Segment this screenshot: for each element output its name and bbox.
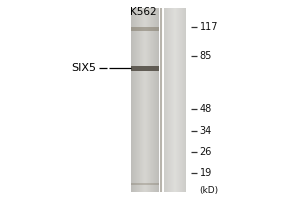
Bar <box>174 8 175 192</box>
Text: K562: K562 <box>130 7 157 17</box>
Bar <box>175 8 176 192</box>
Bar <box>154 8 155 192</box>
Bar <box>183 8 184 192</box>
Text: SIX5: SIX5 <box>71 63 96 73</box>
Bar <box>156 8 157 192</box>
Text: 85: 85 <box>200 51 212 61</box>
Text: 34: 34 <box>200 126 212 136</box>
Bar <box>180 8 181 192</box>
Bar <box>181 8 182 192</box>
Bar <box>168 8 169 192</box>
Bar <box>184 8 185 192</box>
Text: (kD): (kD) <box>200 186 219 196</box>
Bar <box>132 8 133 192</box>
Bar <box>153 8 154 192</box>
Text: 19: 19 <box>200 168 212 178</box>
Bar <box>169 8 170 192</box>
Bar <box>165 8 166 192</box>
Bar <box>178 8 179 192</box>
Bar <box>167 8 168 192</box>
Bar <box>143 8 144 192</box>
Bar <box>144 8 145 192</box>
Bar <box>151 8 152 192</box>
Bar <box>170 8 171 192</box>
Bar <box>146 8 147 192</box>
Text: 117: 117 <box>200 22 218 32</box>
Bar <box>172 8 173 192</box>
Bar <box>148 8 149 192</box>
Bar <box>152 8 153 192</box>
Bar <box>149 8 150 192</box>
Bar <box>157 8 158 192</box>
Bar <box>171 8 172 192</box>
Bar <box>134 8 135 192</box>
Bar <box>130 8 131 192</box>
Bar <box>130 66 159 71</box>
Bar <box>141 8 142 192</box>
Bar <box>133 8 134 192</box>
Bar <box>177 8 178 192</box>
Bar <box>136 8 137 192</box>
Bar <box>150 8 151 192</box>
Bar <box>135 8 136 192</box>
Text: 48: 48 <box>200 104 212 114</box>
Bar <box>179 8 180 192</box>
Bar <box>142 8 143 192</box>
Bar <box>176 8 177 192</box>
Bar <box>131 8 132 192</box>
Bar <box>169 8 170 192</box>
Bar <box>185 8 186 192</box>
Bar <box>130 27 159 31</box>
Bar <box>166 8 167 192</box>
Bar <box>137 8 138 192</box>
Bar <box>164 8 165 192</box>
Bar <box>139 8 140 192</box>
Bar <box>150 8 151 192</box>
Bar <box>158 8 159 192</box>
Bar <box>147 8 148 192</box>
Bar <box>130 183 159 185</box>
Bar <box>140 8 141 192</box>
Bar <box>138 8 139 192</box>
Bar <box>155 8 156 192</box>
Bar <box>145 8 146 192</box>
Bar <box>173 8 174 192</box>
Text: 26: 26 <box>200 147 212 157</box>
Bar <box>182 8 183 192</box>
